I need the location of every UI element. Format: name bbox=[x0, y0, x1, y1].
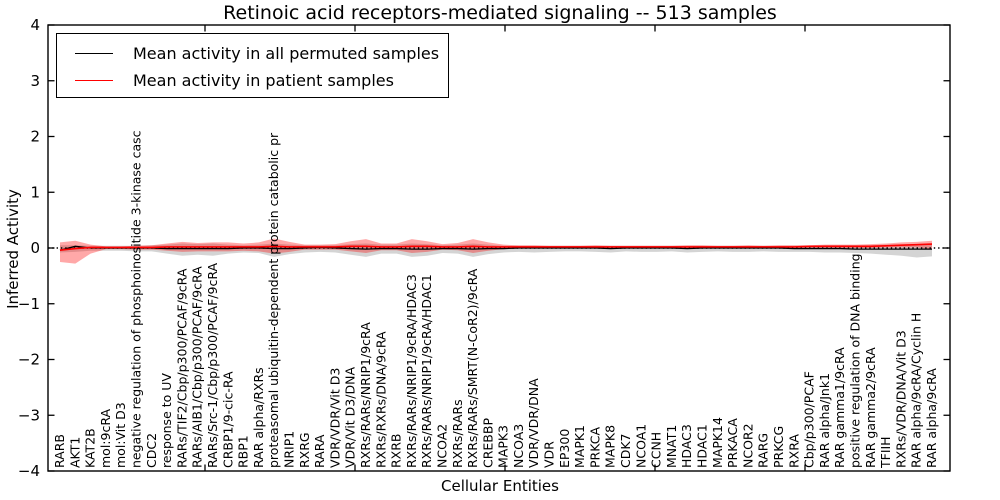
x-tick-label: positive regulation of DNA binding bbox=[848, 253, 863, 468]
x-tick-label: RXRs/RARs/NRIP1/9cRA/HDAC3 bbox=[404, 274, 419, 468]
x-tick-label: RARA bbox=[312, 434, 327, 468]
x-tick-label: NCOR2 bbox=[740, 423, 755, 468]
x-tick-label: PRKCA bbox=[587, 427, 602, 468]
x-tick-label: MAPK14 bbox=[710, 417, 725, 468]
x-tick-label: TFIIH bbox=[878, 436, 893, 469]
x-tick-label: RARs/AIB1/Cbp/p300/PCAF/9cRA bbox=[190, 266, 205, 468]
x-tick-label: EP300 bbox=[557, 429, 572, 468]
x-tick-label: RXRs/VDR/DNA/Vit D3 bbox=[893, 330, 908, 468]
x-tick-label: VDR/VDR/Vit D3 bbox=[327, 368, 342, 468]
x-tick-label: MAPK1 bbox=[572, 425, 587, 468]
x-tick-label: proteasomal ubiquitin-dependent protein … bbox=[266, 132, 281, 468]
x-tick-label: RXRs/RARs/SMRT(N-CoR2)/9cRA bbox=[465, 268, 480, 468]
y-tick-label: −4 bbox=[18, 462, 40, 480]
x-tick-label: RXRs/RARs/NRIP1/9cRA bbox=[358, 322, 373, 468]
x-tick-label: mol:9cRA bbox=[98, 408, 113, 468]
patient-mean-line bbox=[59, 243, 933, 252]
x-tick-label: CRBP1/9-cic-RA bbox=[220, 371, 235, 468]
y-tick-label: −3 bbox=[18, 406, 40, 424]
x-tick-label: response to UV bbox=[159, 373, 174, 468]
x-tick-label: MNAT1 bbox=[664, 425, 679, 468]
x-tick-label: RAR gamma1/9cRA bbox=[832, 347, 847, 468]
chart-title: Retinoic acid receptors-mediated signali… bbox=[223, 2, 777, 24]
x-tick-label: RXRs/RARs/NRIP1/9cRA/HDAC1 bbox=[419, 274, 434, 468]
x-tick-label: mol:Vit D3 bbox=[113, 402, 128, 468]
x-tick-label: RARs/Src-1/Cbp/p300/PCAF/9cRA bbox=[205, 262, 220, 468]
x-tick-label: CCNH bbox=[649, 432, 664, 468]
x-tick-label: VDR/VDR/DNA bbox=[526, 378, 541, 468]
x-tick-label: HDAC3 bbox=[679, 424, 694, 468]
y-tick-label: 0 bbox=[30, 239, 40, 257]
y-tick-label: 1 bbox=[30, 183, 40, 201]
x-tick-label: RARG bbox=[756, 433, 771, 468]
x-tick-label: KAT2B bbox=[83, 428, 98, 468]
legend-item-patient: Mean activity in patient samples bbox=[69, 68, 448, 92]
x-tick-label: RBP1 bbox=[236, 435, 251, 468]
x-tick-label: RXRG bbox=[297, 432, 312, 468]
x-tick-label: Cbp/p300/PCAF bbox=[802, 371, 817, 468]
legend-label-patient: Mean activity in patient samples bbox=[133, 70, 394, 90]
permuted-line-sample bbox=[75, 52, 113, 54]
patient-band bbox=[60, 238, 932, 264]
x-axis-label: Cellular Entities bbox=[441, 477, 559, 495]
x-tick-label: RARB bbox=[52, 434, 67, 468]
x-tick-label: PRKCG bbox=[771, 426, 786, 468]
x-tick-label: HDAC1 bbox=[695, 424, 710, 468]
y-tick-label: −2 bbox=[18, 351, 40, 369]
x-tick-label: RAR alpha/RXRs bbox=[251, 367, 266, 468]
legend-item-permuted: Mean activity in all permuted samples bbox=[69, 41, 448, 65]
x-tick-label: AKT1 bbox=[67, 437, 82, 468]
permuted-mean-line bbox=[59, 245, 932, 251]
x-tick-label: MAPK3 bbox=[496, 425, 511, 468]
x-tick-label: VDR bbox=[542, 441, 557, 468]
x-tick-label: CDK7 bbox=[618, 433, 633, 468]
x-tick-label: VDR/Vit D3/DNA bbox=[343, 367, 358, 468]
x-tick-label: RAR alpha/9cRA/Cyclin H bbox=[909, 313, 924, 468]
x-tick-label: RXRB bbox=[389, 433, 404, 468]
x-tick-label: CREBBP bbox=[480, 418, 495, 468]
x-tick-label: NCOA1 bbox=[633, 424, 648, 468]
y-tick-label: 4 bbox=[30, 16, 40, 34]
y-tick-label: 2 bbox=[30, 128, 40, 146]
x-tick-label: MAPK8 bbox=[603, 425, 618, 468]
plot-frame bbox=[47, 24, 951, 472]
x-tick-label: RXRA bbox=[786, 434, 801, 468]
y-tick-label: 3 bbox=[30, 72, 40, 90]
x-tick-label: PRKACA bbox=[725, 418, 740, 468]
x-tick-label: negative regulation of phosphoinositide … bbox=[128, 130, 143, 468]
legend-box: Mean activity in all permuted samples Me… bbox=[56, 33, 449, 98]
legend-label-permuted: Mean activity in all permuted samples bbox=[133, 43, 440, 63]
patient-line-sample bbox=[75, 79, 113, 81]
x-tick-label: NCOA2 bbox=[434, 424, 449, 468]
x-tick-label: RARs/TIF2/Cbp/p300/PCAF/9cRA bbox=[174, 268, 189, 468]
x-tick-label: RAR alpha/9cRA bbox=[924, 368, 939, 468]
x-tick-label: NCOA3 bbox=[511, 424, 526, 468]
y-axis-label: Inferred Activity bbox=[4, 189, 22, 309]
y-tick-label: −1 bbox=[18, 295, 40, 313]
x-tick-label: CDC2 bbox=[144, 433, 159, 468]
x-tick-label: RXRs/RARs bbox=[450, 399, 465, 468]
x-tick-label: RAR alpha/Jnk1 bbox=[817, 373, 832, 468]
x-tick-label: NRIP1 bbox=[281, 431, 296, 468]
x-tick-label: RAR gamma2/9cRA bbox=[863, 347, 878, 468]
x-tick-label: RXRs/RXRs/DNA/9cRA bbox=[373, 331, 388, 468]
